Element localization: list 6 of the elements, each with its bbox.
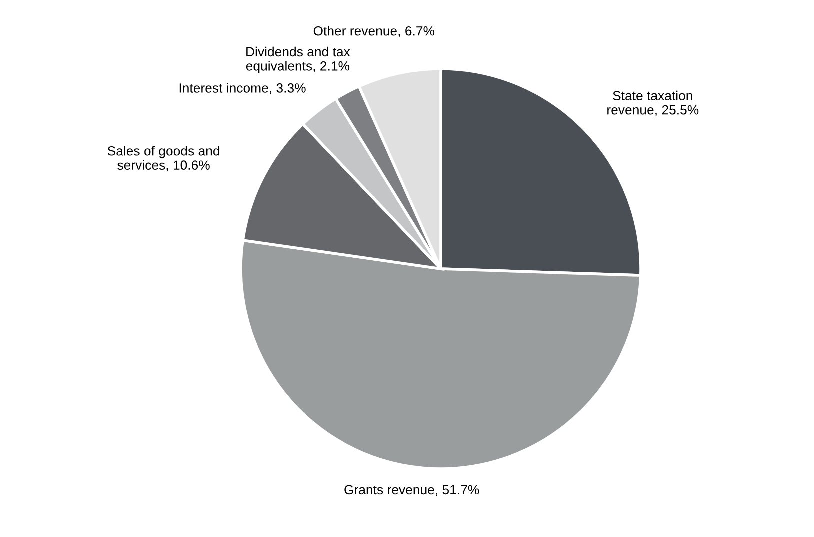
slice-label: Dividends and tax equivalents, 2.1% <box>246 46 350 74</box>
slice-label: Other revenue, 6.7% <box>314 26 435 38</box>
slice-label: Grants revenue, 51.7% <box>344 485 480 496</box>
slice-label: Sales of goods and services, 10.6% <box>108 146 220 172</box>
slice-label: State taxation revenue, 25.5% <box>608 90 699 116</box>
slice-label: Interest income, 3.3% <box>180 83 306 94</box>
